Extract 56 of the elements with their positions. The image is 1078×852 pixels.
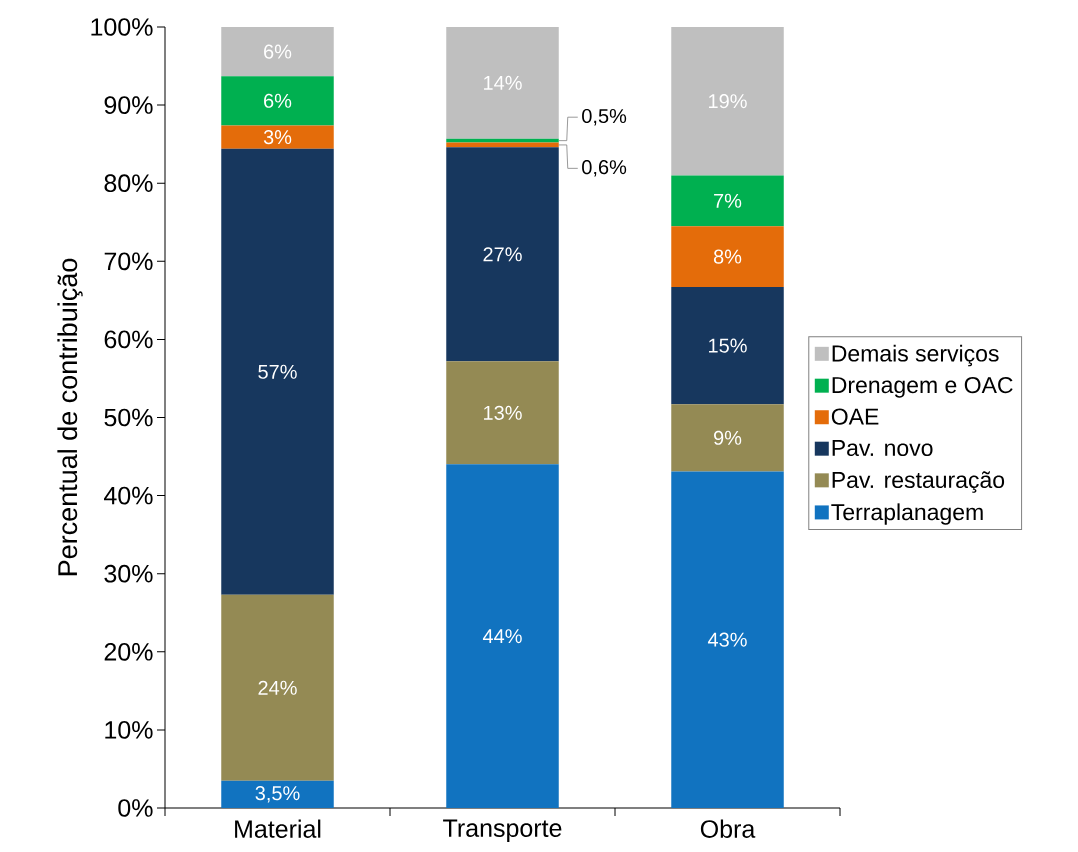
data-label: 6%: [264, 93, 292, 108]
legend-label: Demais serviços: [832, 344, 999, 367]
legend-label: OAE: [831, 408, 879, 425]
data-label: 6%: [264, 44, 292, 59]
data-label: 3,5%: [255, 786, 300, 803]
bar: [671, 287, 784, 405]
bar: [446, 27, 559, 139]
bar: [446, 464, 559, 808]
y-tick-label: 20%: [104, 642, 153, 661]
bar: [221, 780, 334, 808]
y-tick-label: 100%: [91, 18, 153, 36]
y-tick-label: 70%: [104, 252, 153, 271]
data-label: 24%: [258, 680, 297, 695]
bar: [671, 226, 784, 288]
data-label: 0,5%: [582, 108, 627, 126]
data-label: 27%: [483, 247, 522, 262]
bar: [446, 138, 559, 143]
y-tick-label: 80%: [104, 174, 153, 193]
y-tick-label: 0%: [118, 799, 153, 817]
bar: [446, 147, 559, 362]
data-label: 8%: [713, 249, 742, 264]
legend-label: Pav. restauração: [832, 471, 1005, 493]
data-label: 57%: [258, 364, 297, 379]
x-tick-label: Transporte: [443, 819, 562, 842]
bar: [221, 594, 334, 781]
data-label: 15%: [709, 338, 747, 353]
y-tick-label: 10%: [105, 721, 153, 739]
bar: [221, 148, 334, 595]
legend-label: Drenagem e OAC: [832, 376, 1013, 398]
data-label: 0,6%: [582, 160, 627, 177]
data-label: 3%: [263, 130, 292, 145]
bar: [446, 361, 559, 465]
y-tick-label: 40%: [104, 486, 153, 505]
bar: [671, 27, 784, 176]
data-label: 9%: [714, 430, 742, 445]
bar: [221, 27, 334, 77]
y-axis-title: Percentual de contribuição: [57, 258, 83, 576]
bar: [671, 471, 784, 808]
bar: [221, 125, 334, 149]
data-label: 7%: [714, 193, 742, 208]
bar: [671, 404, 784, 472]
y-tick-label: 30%: [104, 564, 153, 583]
legend-label: Pav. novo: [832, 440, 933, 457]
data-label: 19%: [709, 94, 747, 109]
y-tick-label: 90%: [104, 96, 153, 114]
x-tick-label: Material: [235, 819, 321, 838]
x-tick-label: Obra: [700, 819, 756, 838]
data-label: 43%: [707, 632, 747, 647]
bar: [671, 175, 784, 227]
y-tick-label: 50%: [104, 408, 153, 427]
legend-label: Terraplanagem: [831, 503, 983, 525]
data-label: 13%: [484, 405, 522, 420]
data-label: 44%: [482, 629, 522, 644]
data-label: 14%: [484, 75, 522, 90]
bar: [221, 76, 334, 126]
y-tick-label: 60%: [104, 330, 153, 349]
